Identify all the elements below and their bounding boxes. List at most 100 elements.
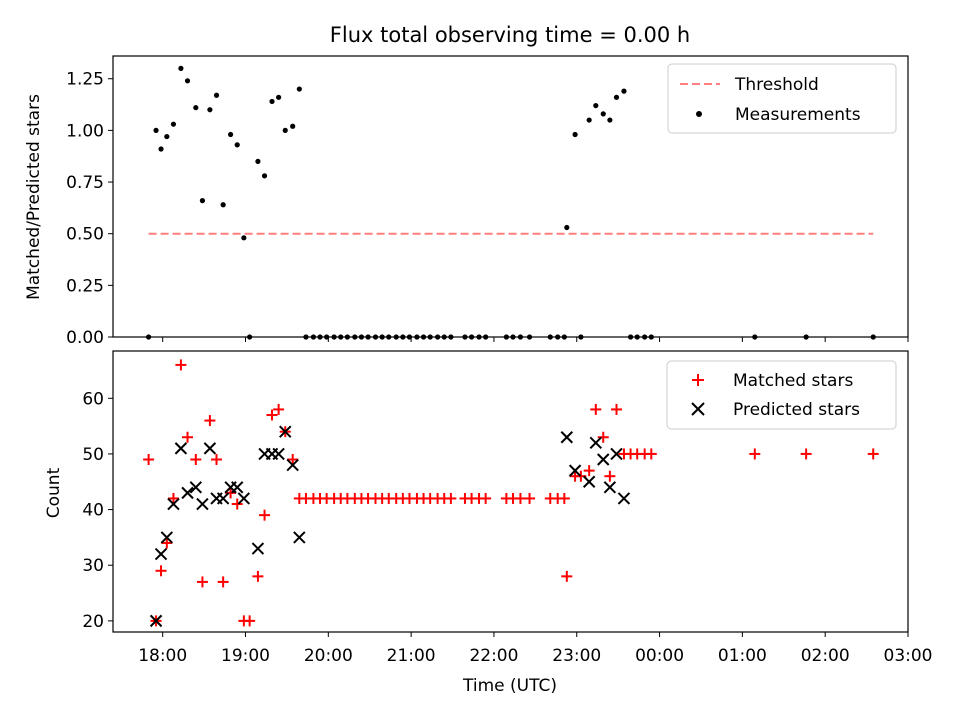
top-x-axis-ticks: [162, 337, 909, 342]
top-y-tick-label: 0.50: [66, 225, 104, 245]
measurement-point: [276, 94, 282, 100]
measurement-point: [282, 127, 288, 133]
predicted-star-point: [597, 453, 610, 466]
x-tick-label: 00:00: [635, 646, 684, 666]
matched-star-point: [445, 492, 457, 504]
matched-star-point: [604, 470, 616, 482]
predicted-star-point: [237, 492, 251, 505]
predicted-star-point: [231, 481, 244, 494]
measurement-point: [170, 121, 177, 127]
matched-star-point: [480, 492, 492, 504]
measurement-point: [261, 173, 268, 179]
predicted-star-point: [196, 497, 209, 511]
measurement-point: [207, 107, 213, 113]
predicted-star-point: [174, 442, 188, 455]
matched-star-point: [867, 448, 879, 460]
top-legend-box: [667, 63, 897, 134]
matched-star-point: [196, 576, 208, 588]
matched-star-point: [161, 537, 173, 549]
matched-star-point: [561, 570, 573, 582]
matched-star-point: [155, 565, 167, 577]
measurement-point: [586, 117, 592, 123]
top-y-tick-label: 0.75: [66, 173, 104, 193]
measurement-point: [234, 142, 240, 148]
matched-star-point: [266, 409, 278, 421]
matched-star-point: [204, 415, 216, 427]
predicted-star-point: [279, 425, 292, 438]
measurement-point: [593, 102, 599, 109]
matched-star-point: [244, 615, 256, 627]
matched-star-point: [645, 448, 657, 460]
predicted-star-point: [167, 497, 180, 511]
measurement-point: [178, 65, 184, 71]
measurement-point: [193, 105, 199, 111]
measurements-legend-swatch: [696, 111, 702, 117]
matched-star-point: [252, 570, 264, 582]
matched-star-point: [175, 359, 187, 371]
top-panel: 0.00 0.25 0.50 0.75 1.00 1.25 Matched/Predict…: [24, 55, 909, 348]
predicted-star-point: [272, 447, 285, 461]
matched-star-point: [231, 498, 243, 510]
matched-star-point: [611, 403, 622, 415]
predicted-star-point: [568, 464, 582, 477]
x-tick-label: 02:00: [801, 646, 850, 666]
matched-legend-swatch: [692, 374, 704, 386]
predicted-legend-swatch: [691, 402, 705, 416]
legend-measurements-label: Measurements: [735, 105, 861, 125]
top-y-tick-label: 0.00: [66, 328, 104, 348]
predicted-star-point: [617, 492, 631, 505]
legend-threshold-label: Threshold: [734, 75, 819, 95]
measurement-point: [184, 78, 191, 84]
measurement-point: [607, 117, 613, 123]
x-tick-label: 19:00: [221, 646, 270, 666]
legend-predicted-label: Predicted stars: [733, 400, 860, 420]
predicted-star-point: [154, 547, 168, 561]
matched-star-point: [273, 403, 285, 415]
measurement-point: [153, 127, 159, 133]
predicted-star-point: [610, 447, 623, 461]
measurement-point: [199, 198, 206, 204]
x-tick-label: 20:00: [304, 646, 353, 666]
predicted-star-point: [560, 431, 574, 444]
measurement-point: [220, 202, 226, 208]
matched-star-point: [217, 576, 229, 588]
matched-star-point: [182, 431, 194, 443]
bottom-panel: 20 30 40 50 60 18:00 19:00 20:00 21:00 22:00 23:0…: [44, 350, 933, 696]
matched-star-point: [583, 465, 595, 477]
bottom-y-tick-label: 30: [82, 556, 104, 576]
x-tick-label: 03:00: [884, 646, 933, 666]
bottom-y-tick-label: 60: [82, 389, 104, 409]
predicted-star-point: [251, 542, 265, 555]
top-y-tick-label: 1.25: [66, 70, 104, 90]
matched-star-point: [167, 492, 179, 504]
matched-star-point: [287, 454, 299, 466]
bottom-plot-area: [143, 359, 879, 628]
x-axis-label: Time (UTC): [462, 676, 557, 696]
x-tick-label: 22:00: [469, 646, 518, 666]
predicted-star-point: [216, 492, 230, 505]
predicted-star-point: [189, 481, 203, 494]
top-y-axis-label: Matched/Predicted stars: [24, 94, 44, 300]
measurement-point: [158, 146, 164, 152]
measurement-point: [621, 88, 627, 94]
top-y-tick-label: 0.25: [66, 276, 104, 296]
bottom-y-axis-label: Count: [44, 467, 64, 518]
matched-star-point: [800, 448, 812, 460]
predicted-star-point: [582, 475, 596, 488]
predicted-star-point: [181, 486, 194, 500]
x-tick-label: 01:00: [718, 646, 767, 666]
measurement-point: [613, 94, 620, 100]
matched-star-point: [143, 454, 155, 466]
measurement-point: [213, 92, 220, 98]
top-y-axis: 0.00 0.25 0.50 0.75 1.00 1.25: [66, 70, 113, 348]
bottom-legend-box: [666, 360, 897, 430]
measurement-point: [255, 158, 261, 164]
x-tick-label: 21:00: [387, 646, 436, 666]
matched-star-point: [749, 448, 761, 460]
matched-star-point: [211, 454, 223, 466]
measurement-point: [600, 111, 606, 117]
measurement-point: [269, 98, 275, 105]
matched-star-point: [190, 454, 202, 466]
matched-star-point: [597, 431, 609, 443]
